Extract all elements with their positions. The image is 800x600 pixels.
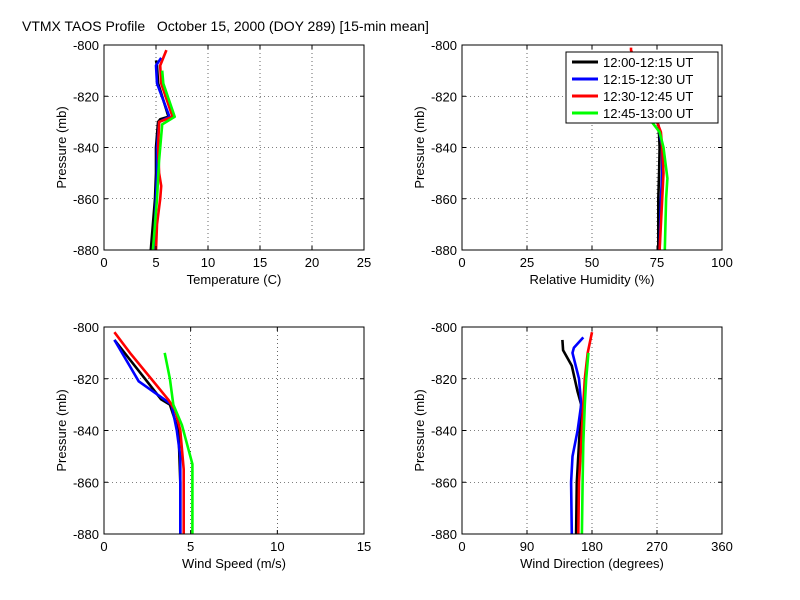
series-line <box>151 70 176 251</box>
x-tick-label: 0 <box>100 255 107 270</box>
y-tick-label: -860 <box>73 192 99 207</box>
y-axis-label: Pressure (mb) <box>54 389 69 471</box>
y-tick-label: -860 <box>431 475 457 490</box>
y-axis-label: Pressure (mb) <box>54 106 69 188</box>
x-tick-label: 15 <box>357 539 371 554</box>
x-tick-label: 270 <box>646 539 668 554</box>
x-tick-label: 50 <box>585 255 599 270</box>
y-tick-label: -860 <box>73 475 99 490</box>
y-axis-label: Pressure (mb) <box>412 106 427 188</box>
y-tick-label: -820 <box>73 89 99 104</box>
x-tick-label: 25 <box>357 255 371 270</box>
x-tick-label: 180 <box>581 539 603 554</box>
y-tick-label: -860 <box>431 192 457 207</box>
x-axis-label: Wind Direction (degrees) <box>520 556 664 571</box>
x-tick-label: 0 <box>458 255 465 270</box>
y-tick-label: -880 <box>431 527 457 542</box>
y-tick-label: -800 <box>73 38 99 53</box>
x-tick-label: 20 <box>305 255 319 270</box>
y-axis-label: Pressure (mb) <box>412 389 427 471</box>
legend-label: 12:00-12:15 UT <box>603 55 693 70</box>
x-tick-label: 25 <box>520 255 534 270</box>
legend-label: 12:45-13:00 UT <box>603 106 693 121</box>
y-tick-label: -800 <box>431 38 457 53</box>
x-tick-label: 90 <box>520 539 534 554</box>
x-tick-label: 0 <box>458 539 465 554</box>
y-tick-label: -800 <box>431 320 457 335</box>
x-tick-label: 75 <box>650 255 664 270</box>
y-tick-label: -820 <box>73 372 99 387</box>
x-tick-label: 360 <box>711 539 733 554</box>
y-tick-label: -880 <box>73 243 99 258</box>
x-tick-label: 100 <box>711 255 733 270</box>
figure-title: VTMX TAOS Profile October 15, 2000 (DOY … <box>22 18 429 34</box>
series-line <box>154 49 174 251</box>
legend-label: 12:15-12:30 UT <box>603 72 693 87</box>
legend-box <box>565 51 719 124</box>
legend-label: 12:30-12:45 UT <box>603 89 693 104</box>
y-tick-label: -880 <box>73 527 99 542</box>
y-tick-label: -840 <box>431 141 457 156</box>
x-tick-label: 5 <box>187 539 194 554</box>
x-tick-label: 0 <box>100 539 107 554</box>
y-tick-label: -840 <box>431 424 457 439</box>
series-line <box>113 339 182 534</box>
y-tick-label: -820 <box>431 89 457 104</box>
series-line <box>569 336 585 535</box>
x-axis-label: Temperature (C) <box>187 272 282 287</box>
series-line <box>650 121 669 251</box>
y-tick-label: -880 <box>431 243 457 258</box>
x-tick-label: 15 <box>253 255 267 270</box>
x-tick-label: 10 <box>270 539 284 554</box>
y-tick-label: -840 <box>73 424 99 439</box>
x-axis-label: Relative Humidity (%) <box>530 272 655 287</box>
x-tick-label: 10 <box>201 255 215 270</box>
y-tick-label: -800 <box>73 320 99 335</box>
x-axis-label: Wind Speed (m/s) <box>182 556 286 571</box>
x-tick-label: 5 <box>152 255 159 270</box>
y-tick-label: -840 <box>73 141 99 156</box>
series-line <box>580 352 590 535</box>
y-tick-label: -820 <box>431 372 457 387</box>
series-line <box>163 352 194 534</box>
